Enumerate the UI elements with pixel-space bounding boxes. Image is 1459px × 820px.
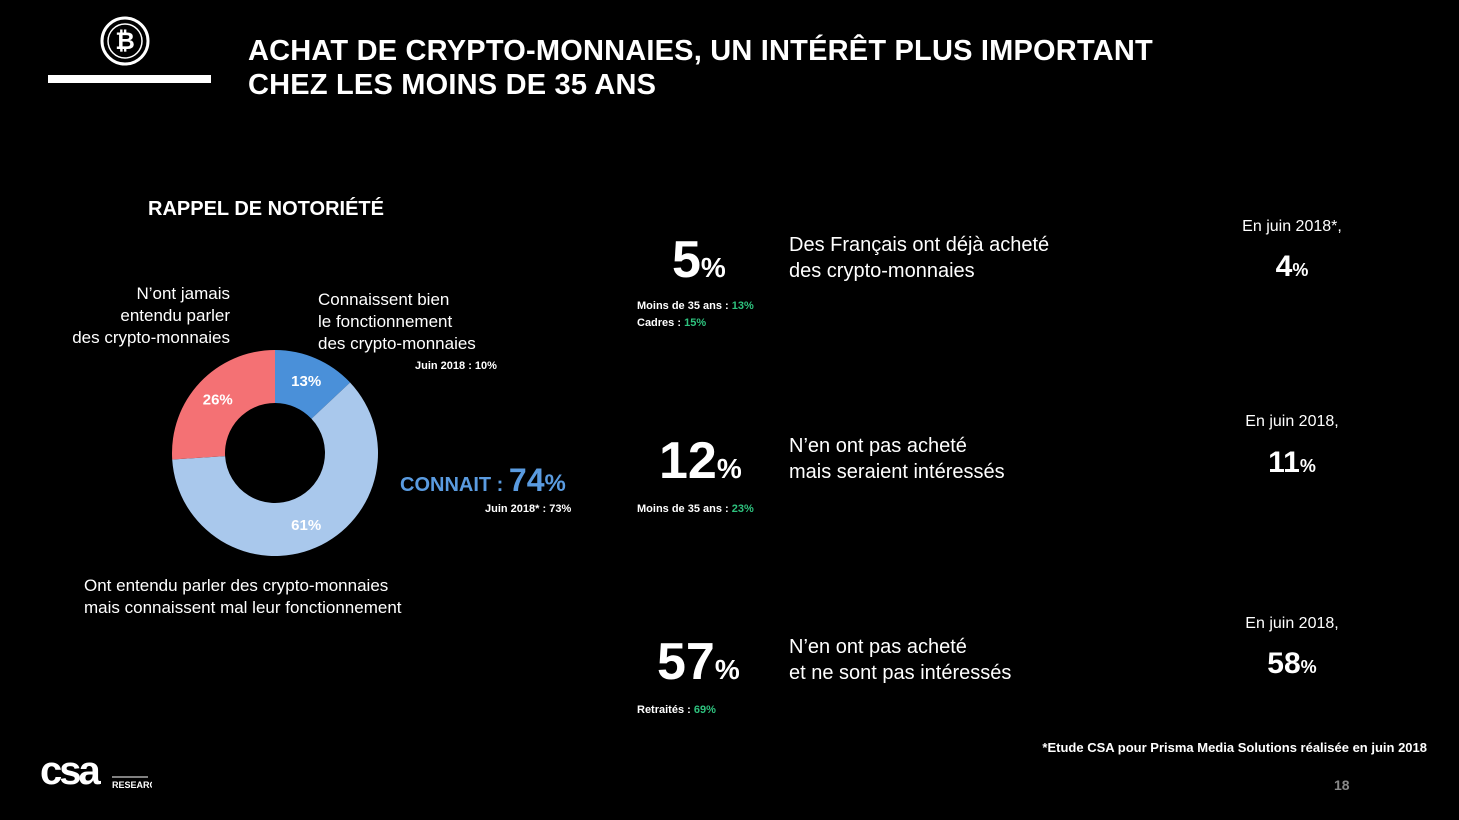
detail-row: Moins de 35 ans : 23% (637, 503, 754, 515)
stat-not-interested-desc: N’en ont pas acheté et ne sont pas intér… (789, 634, 1011, 686)
label-know-well: Connaissent bien le fonctionnement des c… (318, 289, 476, 355)
label-heard-line1: Ont entendu parler des crypto-monnaies (84, 576, 389, 595)
stat-desc-line2: et ne sont pas intéressés (789, 662, 1012, 684)
label-know-well-line1: Connaissent bien (318, 290, 450, 309)
stat-bought-june-value: 4% (1232, 250, 1352, 284)
label-never-line1: N’ont jamais (136, 284, 230, 303)
june-pct: % (1300, 657, 1317, 677)
detail-value: 13% (731, 300, 754, 312)
donut-slice-0 (275, 350, 351, 419)
stat-bought-details: Moins de 35 ans : 13% Cadres : 15% (637, 298, 754, 332)
stat-interested-number: 12 (659, 432, 717, 490)
stat-interested-desc: N’en ont pas acheté mais seraient intére… (789, 433, 1005, 485)
connait-total: CONNAIT : 74% (400, 462, 566, 499)
stat-interested-pct: % (716, 453, 742, 484)
connait-value: 74 (508, 462, 545, 498)
label-never-line3: des crypto-monnaies (72, 328, 230, 347)
detail-label: Moins de 35 ans : (637, 503, 732, 515)
label-know-well-line2: le fonctionnement (318, 312, 453, 331)
footnote: *Etude CSA pour Prisma Media Solutions r… (1042, 740, 1427, 755)
csa-logo-sub: RESEARCH (112, 780, 152, 790)
know-well-june-label: Juin 2018 : (415, 360, 475, 372)
page-title: ACHAT DE CRYPTO-MONNAIES, UN INTÉRÊT PLU… (248, 34, 1153, 102)
detail-value: 23% (731, 503, 754, 515)
detail-value: 15% (684, 317, 707, 329)
csa-logo-text: csa (40, 752, 101, 792)
csa-research-logo: csa RESEARCH (40, 749, 163, 797)
detail-row: Cadres : 15% (637, 315, 754, 332)
stat-interested-june-label: En juin 2018, (1245, 413, 1339, 430)
detail-label: Cadres : (637, 317, 685, 329)
label-know-well-line3: des crypto-monnaies (318, 334, 476, 353)
donut-slice-2 (172, 350, 275, 460)
detail-value: 69% (693, 704, 716, 716)
stat-desc-line2: des crypto-monnaies (789, 260, 975, 282)
label-heard-of: Ont entendu parler des crypto-monnaies m… (84, 575, 402, 619)
donut-slice-label-0: 13% (291, 373, 321, 390)
stat-not-interested-value: 57% (657, 634, 740, 698)
donut-chart: 13% 61% 26% (172, 350, 378, 556)
stat-interested-value: 12% (659, 433, 742, 497)
stat-bought-june-label: En juin 2018*, (1242, 218, 1342, 235)
section-title: RAPPEL DE NOTORIÉTÉ (148, 198, 384, 220)
page-title-line2: CHEZ LES MOINS DE 35 ANS (248, 69, 657, 101)
detail-label: Retraités : (637, 704, 694, 716)
stat-not-interested-june-label: En juin 2018, (1245, 615, 1339, 632)
detail-row: Retraités : 69% (637, 704, 716, 716)
stat-bought-value: 5% (672, 232, 726, 296)
stat-not-interested-pct: % (714, 654, 740, 685)
june-pct: % (1292, 260, 1309, 280)
label-never-line2: entendu parler (120, 306, 230, 325)
stat-desc-line1: Des Français ont déjà acheté (789, 234, 1050, 256)
stat-not-interested-june-value: 58% (1232, 647, 1352, 681)
stat-interested-details: Moins de 35 ans : 23% (637, 503, 754, 515)
stat-not-interested-details: Retraités : 69% (637, 704, 716, 716)
know-well-june-value: 10% (474, 360, 497, 372)
june-number: 11 (1268, 446, 1300, 479)
page-title-line1: ACHAT DE CRYPTO-MONNAIES, UN INTÉRÊT PLU… (248, 35, 1153, 67)
donut-slice-label-2: 26% (203, 391, 233, 408)
june-pct: % (1299, 456, 1316, 476)
connait-june-label: Juin 2018* : (485, 503, 550, 515)
detail-label: Moins de 35 ans : (637, 300, 732, 312)
stat-desc-line2: mais seraient intéressés (789, 461, 1005, 483)
connait-label: CONNAIT : (400, 474, 509, 496)
connait-june: Juin 2018* : 73% (485, 503, 571, 515)
detail-row: Moins de 35 ans : 13% (637, 298, 754, 315)
title-underline-bar (48, 75, 211, 83)
june-number: 58 (1267, 647, 1301, 680)
june-number: 4 (1275, 250, 1293, 283)
svg-text:₿: ₿ (115, 27, 135, 55)
stat-bought-desc: Des Français ont déjà acheté des crypto-… (789, 232, 1049, 284)
know-well-june: Juin 2018 : 10% (415, 360, 497, 372)
label-never-heard: N’ont jamais entendu parler des crypto-m… (72, 283, 230, 349)
page-number: 18 (1334, 777, 1350, 793)
stat-interested-june-value: 11% (1232, 446, 1352, 480)
bitcoin-icon: ₿ (100, 16, 150, 66)
connait-june-value: 73% (549, 503, 572, 515)
label-heard-line2: mais connaissent mal leur fonctionnement (84, 598, 402, 617)
stat-desc-line1: N’en ont pas acheté (789, 435, 967, 457)
stat-desc-line1: N’en ont pas acheté (789, 636, 967, 658)
stat-bought-pct: % (700, 252, 726, 283)
connait-pct: % (544, 470, 566, 497)
stat-bought-number: 5 (672, 231, 701, 289)
donut-slice-1 (172, 382, 378, 556)
stat-not-interested-number: 57 (657, 633, 715, 691)
donut-slice-label-1: 61% (291, 517, 321, 534)
